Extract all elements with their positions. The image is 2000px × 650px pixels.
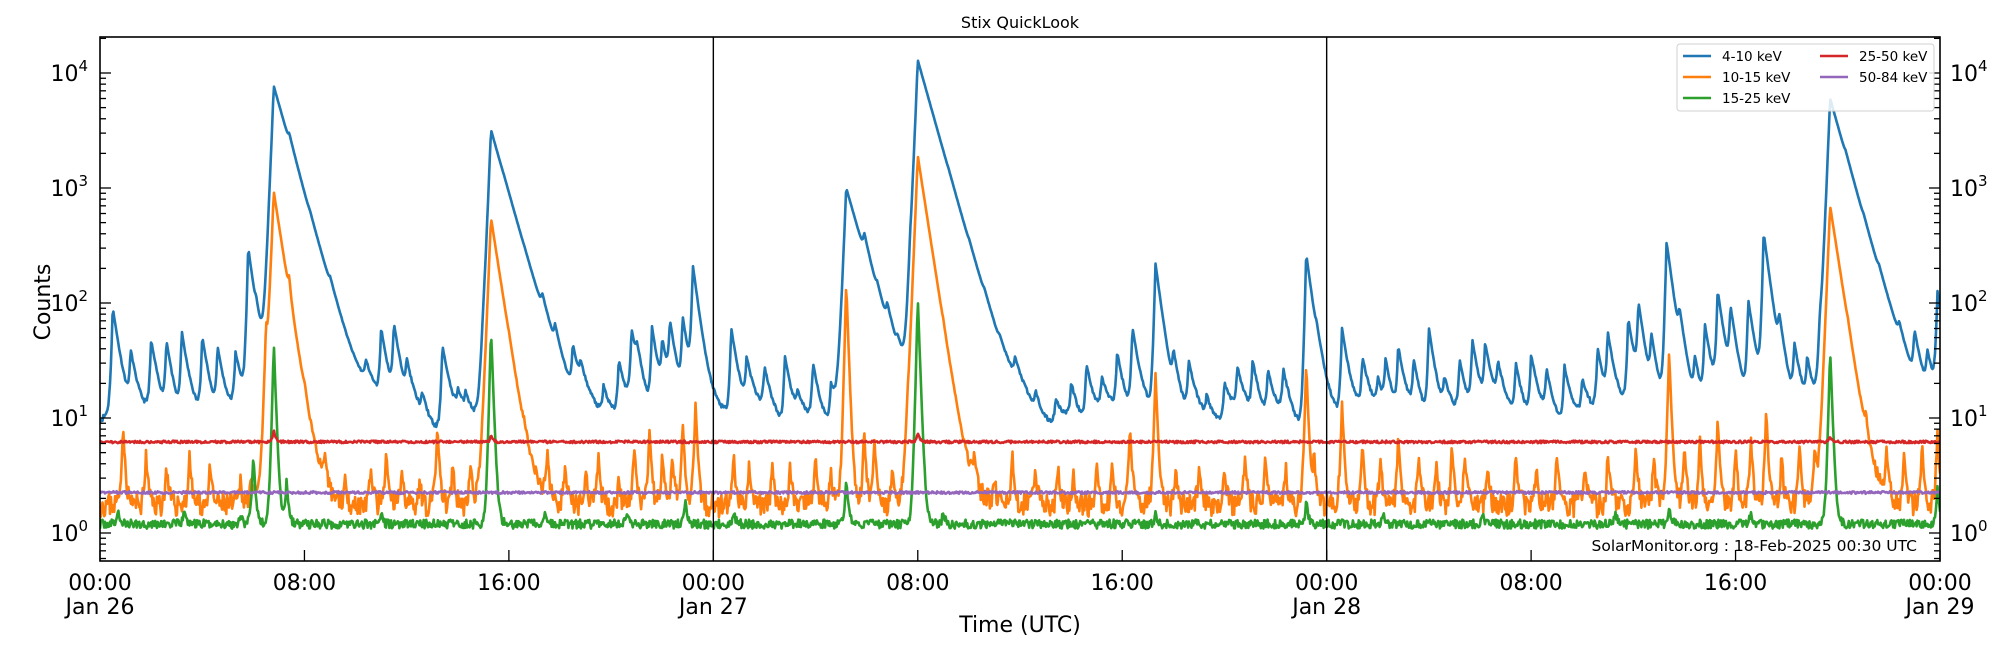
- series-layer: [100, 59, 1940, 530]
- series-line-4-10-keV: [100, 59, 1940, 429]
- x-tick-time: 08:00: [273, 571, 336, 596]
- x-tick-time: 08:00: [886, 571, 949, 596]
- series-line-15-25-keV: [100, 302, 1940, 530]
- x-axis-label: Time (UTC): [958, 613, 1081, 638]
- legend-item: 25-50 keV: [1820, 49, 1928, 65]
- x-tick-time: 00:00: [68, 571, 131, 596]
- y-tick-label: 104: [1950, 57, 1988, 87]
- y-tick-label: 102: [1950, 287, 1988, 317]
- x-tick-time: 16:00: [1091, 571, 1154, 596]
- timestamp-annotation: SolarMonitor.org : 18-Feb-2025 00:30 UTC: [1592, 537, 1917, 555]
- legend-label: 10-15 keV: [1722, 70, 1791, 86]
- x-tick-time: 08:00: [1499, 571, 1562, 596]
- y-tick-label: 101: [50, 402, 88, 432]
- y-tick-label: 102: [50, 287, 88, 317]
- y-tick-label: 103: [1950, 172, 1988, 202]
- x-tick-time: 16:00: [477, 571, 540, 596]
- legend-item: 10-15 keV: [1683, 70, 1791, 86]
- x-tick-date: Jan 28: [1290, 595, 1361, 620]
- legend-label: 25-50 keV: [1859, 49, 1928, 65]
- x-tick-time: 00:00: [1295, 571, 1358, 596]
- series-line-10-15-keV: [100, 155, 1940, 519]
- series-line-25-50-keV: [100, 429, 1940, 445]
- x-tick-time: 16:00: [1704, 571, 1767, 596]
- y-tick-label: 104: [50, 57, 88, 87]
- x-tick-date: Jan 29: [1904, 595, 1975, 620]
- chart-title: Stix QuickLook: [961, 13, 1080, 32]
- legend-label: 15-25 keV: [1722, 91, 1791, 107]
- x-tick-date: Jan 27: [677, 595, 748, 620]
- y-tick-label: 100: [50, 517, 88, 547]
- legend-item: 15-25 keV: [1683, 91, 1791, 107]
- y-tick-label: 103: [50, 172, 88, 202]
- plot-frame: [99, 36, 1941, 562]
- x-tick-time: 00:00: [1908, 571, 1971, 596]
- legend: 4-10 keV 10-15 keV 15-25 keV 25-50 keV 50-84…: [1676, 43, 1935, 112]
- x-tick-date: Jan 26: [64, 595, 135, 620]
- y-axis-label: Counts: [31, 264, 56, 341]
- y-tick-label: 100: [1950, 517, 1988, 547]
- y-tick-label: 101: [1950, 402, 1988, 432]
- series-line-50-84-keV: [100, 490, 1940, 496]
- legend-item: 4-10 keV: [1683, 49, 1783, 65]
- day-separators: [712, 37, 1328, 561]
- x-tick-time: 00:00: [682, 571, 745, 596]
- y-axis-left: 100 101 102 103 104: [50, 37, 111, 560]
- legend-label: 4-10 keV: [1722, 49, 1783, 65]
- legend-label: 50-84 keV: [1859, 70, 1928, 86]
- legend-item: 50-84 keV: [1820, 70, 1928, 86]
- y-axis-right: 100 101 102 103 104: [1929, 37, 1988, 560]
